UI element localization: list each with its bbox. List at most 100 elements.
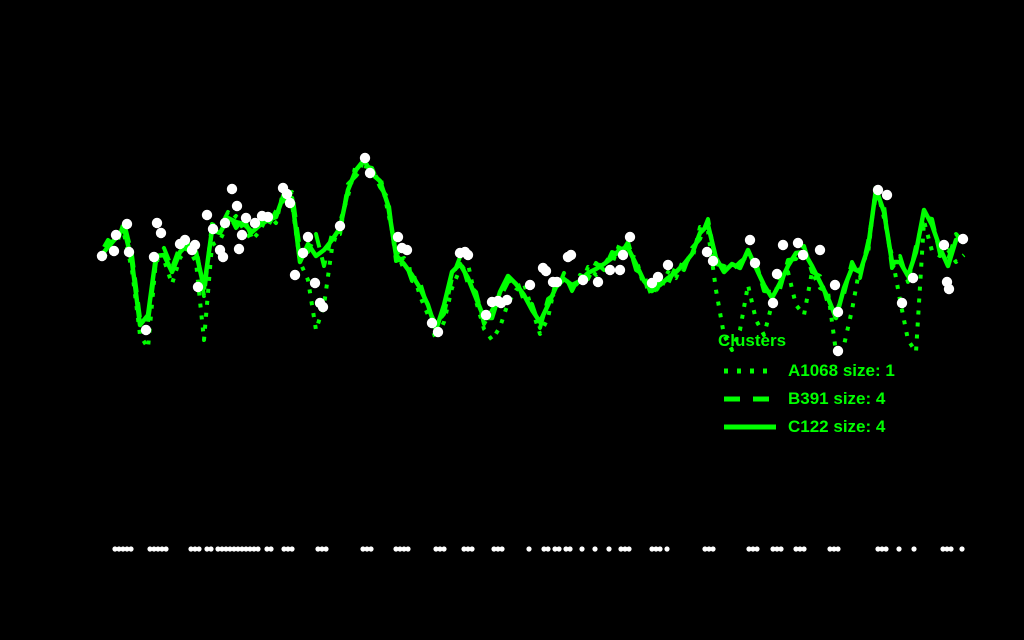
data-point-marker xyxy=(624,231,636,243)
rug-point xyxy=(657,546,663,552)
rug-point xyxy=(579,546,585,552)
data-point-marker xyxy=(652,271,664,283)
rug-point xyxy=(196,546,202,552)
rug-point xyxy=(437,546,443,552)
data-point-marker xyxy=(767,297,779,309)
rug-point xyxy=(499,546,505,552)
rug-point xyxy=(397,546,403,552)
data-point-marker xyxy=(551,276,563,288)
rug-point xyxy=(227,546,233,552)
data-point-marker xyxy=(604,264,616,276)
data-point-marker xyxy=(108,245,120,257)
rug-point xyxy=(875,546,881,552)
data-point-marker xyxy=(392,231,404,243)
rug-point xyxy=(940,546,946,552)
data-point-marker xyxy=(707,255,719,267)
rug-point xyxy=(315,546,321,552)
rug-point xyxy=(469,546,475,552)
rug-point xyxy=(702,546,708,552)
data-point-marker xyxy=(297,247,309,259)
data-point-marker xyxy=(401,244,413,256)
data-point-marker xyxy=(96,250,108,262)
rug-point xyxy=(563,546,569,552)
rug-point xyxy=(243,546,249,552)
rug-point xyxy=(778,546,784,552)
rug-point xyxy=(649,546,655,552)
rug-point xyxy=(188,546,194,552)
data-point-marker xyxy=(771,268,783,280)
rug-point xyxy=(124,546,130,552)
rug-point xyxy=(835,546,841,552)
rug-point xyxy=(163,546,169,552)
rug-point xyxy=(319,546,325,552)
rug-point xyxy=(567,546,573,552)
rug-point xyxy=(770,546,776,552)
data-point-marker xyxy=(236,229,248,241)
rug-point xyxy=(215,546,221,552)
rug-point xyxy=(151,546,157,552)
rug-point xyxy=(465,546,471,552)
rug-point xyxy=(911,546,917,552)
rug-point xyxy=(285,546,291,552)
data-point-marker xyxy=(192,281,204,293)
rug-point xyxy=(491,546,497,552)
data-point-marker xyxy=(777,239,789,251)
data-point-marker xyxy=(797,249,809,261)
rug-point xyxy=(219,546,225,552)
rug-point xyxy=(545,546,551,552)
rug-point xyxy=(239,546,245,552)
data-point-marker xyxy=(577,274,589,286)
rug-point xyxy=(128,546,134,552)
data-point-marker xyxy=(233,243,245,255)
rug-point xyxy=(251,546,257,552)
rug-point xyxy=(281,546,287,552)
rug-point xyxy=(653,546,659,552)
rug-point xyxy=(192,546,198,552)
data-point-marker xyxy=(524,279,536,291)
rug-point xyxy=(247,546,253,552)
rug-point xyxy=(526,546,532,552)
data-point-marker xyxy=(121,218,133,230)
data-point-marker xyxy=(284,197,296,209)
data-point-marker xyxy=(281,188,293,200)
rug-point xyxy=(793,546,799,552)
data-point-marker xyxy=(155,227,167,239)
rug-point xyxy=(159,546,165,552)
data-point-marker xyxy=(896,297,908,309)
data-point-marker xyxy=(359,152,371,164)
rug-point xyxy=(147,546,153,552)
data-point-marker xyxy=(565,249,577,261)
rug-point xyxy=(556,546,562,552)
series-line-b391 xyxy=(102,164,966,330)
rug-point xyxy=(801,546,807,552)
rug-point xyxy=(797,546,803,552)
data-point-marker xyxy=(907,272,919,284)
data-point-marker xyxy=(231,200,243,212)
data-point-marker xyxy=(938,239,950,251)
rug-point xyxy=(155,546,161,552)
data-point-marker xyxy=(110,229,122,241)
solid-line-sample-icon xyxy=(724,424,776,430)
data-point-marker xyxy=(426,317,438,329)
rug-point xyxy=(461,546,467,552)
rug-point xyxy=(268,546,274,552)
rug-point xyxy=(706,546,712,552)
data-point-marker xyxy=(943,283,955,295)
rug-point xyxy=(393,546,399,552)
rug-point xyxy=(368,546,374,552)
data-point-marker xyxy=(201,209,213,221)
data-point-marker xyxy=(957,233,969,245)
legend-label-c122: C122 size: 4 xyxy=(788,417,886,436)
data-point-marker xyxy=(662,259,674,271)
rug-point xyxy=(552,546,558,552)
data-point-marker xyxy=(614,264,626,276)
rug-point xyxy=(441,546,447,552)
rug-point xyxy=(289,546,295,552)
data-point-marker xyxy=(262,211,274,223)
data-point-marker xyxy=(123,246,135,258)
data-point-marker xyxy=(592,276,604,288)
rug-point xyxy=(592,546,598,552)
data-point-marker xyxy=(872,184,884,196)
data-point-marker xyxy=(540,265,552,277)
